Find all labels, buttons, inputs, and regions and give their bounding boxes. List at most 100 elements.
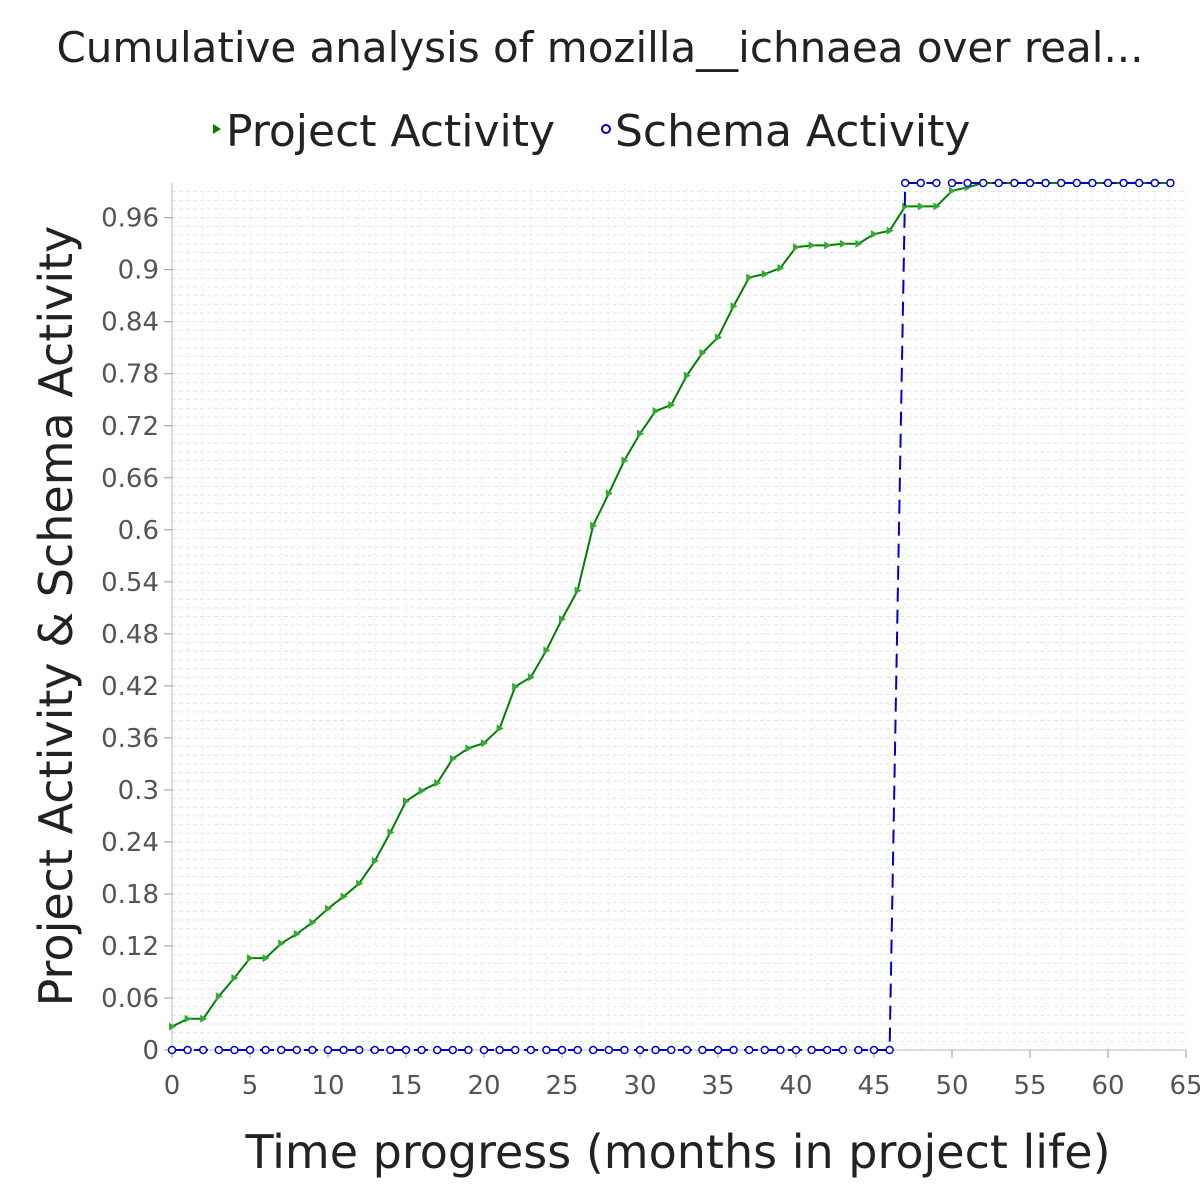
data-point bbox=[760, 1045, 770, 1055]
y-axis-ticks: 0 0.06 0.12 0.18 0.24 0.3 0.36 0.42 0.48 0.54 0.6 0… bbox=[101, 204, 172, 1066]
x-tick-label: 55 bbox=[1013, 1071, 1046, 1101]
data-point bbox=[449, 754, 457, 763]
data-point bbox=[262, 954, 270, 963]
x-tick-label: 65 bbox=[1169, 1071, 1200, 1101]
data-point bbox=[1103, 178, 1113, 188]
data-point bbox=[278, 939, 286, 948]
data-point bbox=[963, 178, 972, 188]
y-tick-label: 0.36 bbox=[101, 724, 159, 754]
data-point bbox=[247, 954, 254, 963]
y-tick-label: 0.18 bbox=[101, 880, 159, 910]
data-point bbox=[183, 1045, 192, 1055]
data-point bbox=[776, 1045, 785, 1055]
y-tick-label: 0.24 bbox=[101, 828, 159, 858]
data-point bbox=[418, 786, 426, 795]
x-tick-label: 15 bbox=[389, 1071, 422, 1101]
y-tick-label: 0.3 bbox=[118, 776, 159, 806]
data-point bbox=[292, 1045, 302, 1055]
data-point bbox=[370, 1045, 380, 1055]
x-tick-label: 50 bbox=[935, 1071, 968, 1101]
series-schema-activity bbox=[167, 178, 1175, 1055]
data-point bbox=[215, 992, 223, 1001]
data-point bbox=[886, 226, 894, 235]
data-point bbox=[464, 1045, 473, 1055]
data-point bbox=[496, 724, 504, 733]
data-point bbox=[729, 1045, 738, 1055]
data-point bbox=[479, 1045, 489, 1055]
data-point bbox=[744, 1045, 754, 1055]
data-point bbox=[947, 178, 957, 188]
data-point bbox=[668, 400, 676, 409]
data-point bbox=[652, 407, 660, 416]
data-point bbox=[604, 1045, 614, 1055]
legend: Project Activity Schema Activity bbox=[213, 106, 970, 157]
x-tick-label: 35 bbox=[701, 1071, 734, 1101]
chart-title: Cumulative analysis of mozilla__ichnaea … bbox=[56, 23, 1143, 72]
data-point bbox=[824, 241, 832, 250]
data-point bbox=[417, 1045, 426, 1055]
data-point bbox=[793, 243, 800, 252]
data-point bbox=[573, 1045, 582, 1055]
x-axis-label: Time progress (months in project life) bbox=[244, 1125, 1110, 1179]
data-point bbox=[637, 429, 644, 438]
legend-item-project-activity: Project Activity bbox=[213, 106, 555, 157]
data-point bbox=[371, 856, 379, 865]
data-point bbox=[917, 202, 925, 211]
data-point bbox=[933, 202, 941, 211]
grid bbox=[172, 183, 1187, 1050]
data-point bbox=[245, 1045, 255, 1055]
data-point bbox=[822, 1045, 832, 1055]
y-tick-label: 0.6 bbox=[118, 516, 159, 546]
y-tick-label: 0.48 bbox=[101, 620, 159, 650]
data-point bbox=[713, 1045, 723, 1055]
data-point bbox=[605, 489, 613, 498]
y-tick-label: 0.42 bbox=[101, 672, 159, 702]
data-point bbox=[512, 682, 520, 691]
data-point bbox=[978, 178, 988, 188]
legend-label-project-activity: Project Activity bbox=[226, 106, 555, 157]
data-point bbox=[559, 615, 566, 624]
data-point bbox=[184, 1014, 192, 1023]
data-point bbox=[169, 1022, 176, 1031]
series-layer bbox=[167, 178, 1175, 1055]
data-point bbox=[325, 904, 332, 913]
y-tick-label: 0.12 bbox=[101, 932, 159, 962]
data-point bbox=[276, 1045, 286, 1055]
data-point bbox=[761, 270, 769, 279]
data-point bbox=[932, 178, 941, 188]
y-tick-label: 0 bbox=[142, 1036, 159, 1066]
y-tick-label: 0.72 bbox=[101, 412, 159, 442]
x-tick-label: 60 bbox=[1091, 1071, 1124, 1101]
y-tick-label: 0.54 bbox=[101, 568, 159, 598]
data-point bbox=[356, 879, 364, 888]
data-point bbox=[574, 586, 582, 595]
plot-area: 0 5 10 15 20 25 30 35 40 45 50 55 60 65 0 0.06 0.12 0.18… bbox=[101, 178, 1200, 1101]
data-point bbox=[527, 673, 535, 682]
data-point bbox=[339, 1045, 348, 1055]
data-point bbox=[838, 1045, 848, 1055]
data-point bbox=[261, 1045, 270, 1055]
x-tick-label: 20 bbox=[467, 1071, 500, 1101]
legend-marker-project-activity bbox=[213, 124, 221, 134]
y-tick-label: 0.96 bbox=[101, 204, 159, 234]
data-point bbox=[1072, 178, 1082, 188]
data-point bbox=[682, 1045, 692, 1055]
data-point bbox=[1119, 178, 1128, 188]
x-tick-label: 30 bbox=[623, 1071, 656, 1101]
x-tick-label: 5 bbox=[242, 1071, 259, 1101]
data-point bbox=[807, 1045, 816, 1055]
data-point bbox=[510, 1045, 520, 1055]
series-line bbox=[172, 182, 1171, 1051]
data-point bbox=[1041, 178, 1050, 188]
data-point bbox=[308, 1045, 317, 1055]
legend-marker-schema-activity bbox=[601, 124, 611, 134]
data-point bbox=[855, 239, 863, 248]
data-point bbox=[465, 744, 473, 753]
x-tick-label: 25 bbox=[545, 1071, 578, 1101]
data-point bbox=[885, 1045, 894, 1055]
y-tick-label: 0.84 bbox=[101, 308, 159, 338]
data-point bbox=[1056, 178, 1066, 188]
y-tick-label: 0.78 bbox=[101, 360, 159, 390]
y-tick-label: 0.9 bbox=[118, 256, 159, 286]
data-point bbox=[167, 1045, 177, 1055]
